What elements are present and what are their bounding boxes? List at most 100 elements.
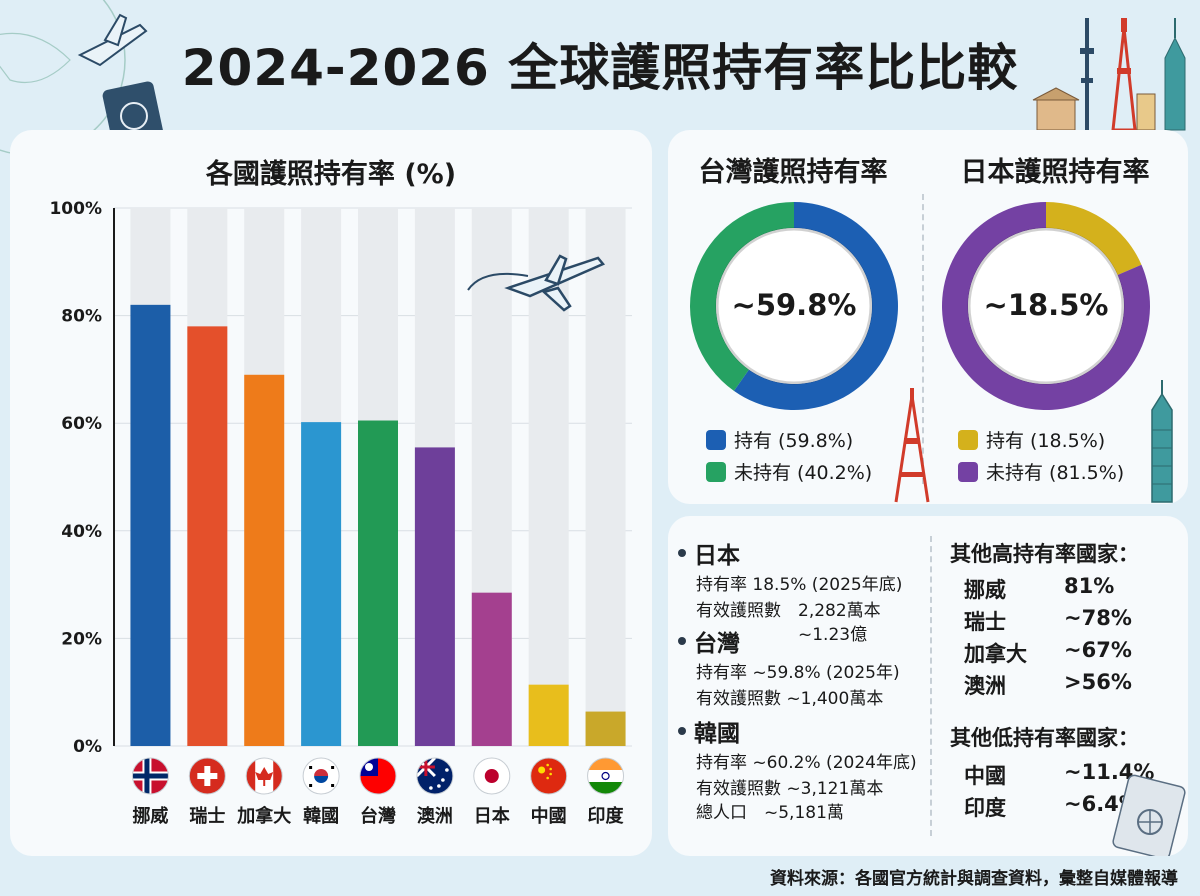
x-tick-label: 澳洲	[417, 805, 453, 827]
x-tick-label: 台灣	[360, 805, 396, 827]
bar-中國	[528, 684, 569, 746]
bar-韓國	[301, 422, 342, 746]
legend-swatch	[706, 461, 726, 482]
high-country-row: 挪威 81%	[964, 574, 1114, 604]
india-flag-icon	[587, 757, 625, 795]
japan-flag-icon	[473, 757, 511, 795]
bar-印度	[585, 711, 626, 746]
legend-label: 持有 (18.5%)	[986, 430, 1106, 452]
korea-heading: 韓國	[678, 714, 740, 748]
bar-澳洲	[414, 447, 455, 746]
airplane-icon	[467, 254, 606, 312]
bullet-icon	[678, 727, 686, 735]
taiwan-donut-slice	[689, 202, 794, 391]
page-title: 2024-2026 全球護照持有率比比較	[181, 39, 1019, 97]
taiwan-flag-icon	[359, 757, 397, 795]
switzerland-flag-icon	[188, 757, 226, 795]
korea-rate: 持有率 ~60.2% (2024年底)	[696, 753, 917, 773]
canada-flag-icon	[245, 757, 283, 795]
japan-passports: 有效護照數 2,282萬本	[696, 601, 881, 621]
legend-item: 未持有 (81.5%)	[958, 458, 1124, 485]
taiwan-passports: 有效護照數 ~1,400萬本	[696, 689, 884, 709]
country-value: >56%	[1064, 670, 1132, 694]
tokyo-tower-icon	[894, 388, 930, 503]
legend-swatch	[958, 461, 978, 482]
passport-icon	[1112, 774, 1186, 856]
y-tick-label: 60%	[61, 414, 102, 434]
y-tick-label: 40%	[61, 522, 102, 542]
japan-donut-slice	[1046, 202, 1142, 276]
japan-rate: 持有率 18.5% (2025年底)	[696, 575, 903, 595]
japan-heading: 日本	[678, 536, 740, 570]
high-country-row: 加拿大 ~67%	[964, 638, 1132, 668]
legend-item: 未持有 (40.2%)	[706, 458, 872, 485]
bar-track	[585, 208, 626, 746]
taipei-101-icon	[1151, 380, 1173, 503]
info-panel: 日本 持有率 18.5% (2025年底) 有效護照數 2,282萬本 ~1.2…	[668, 516, 1188, 856]
bar-chart: 0% 20% 40% 60% 80% 100% 挪威 瑞士 加拿大 韓國 台灣 澳洲 日本 中國 印度	[49, 199, 632, 827]
taiwan-donut-slice	[733, 202, 898, 410]
donut-charts	[689, 202, 1150, 410]
taiwan-heading: 台灣	[678, 624, 740, 658]
taiwan-rate: 持有率 ~59.8% (2025年)	[696, 663, 900, 683]
taiwan-name: 台灣	[694, 631, 740, 657]
divider	[930, 536, 932, 836]
x-tick-label: 印度	[588, 805, 625, 827]
donut-inner-ring	[967, 227, 1125, 385]
bar-chart-title: 各國護照持有率 (%)	[205, 159, 457, 190]
y-tick-label: 0%	[73, 737, 102, 757]
korea-flag-icon	[302, 757, 340, 795]
korea-name: 韓國	[694, 721, 740, 747]
high-countries-title: 其他高持有率國家：	[950, 542, 1139, 566]
country-name: 瑞士	[964, 610, 1006, 634]
x-tick-label: 韓國	[303, 805, 339, 827]
country-value: ~78%	[1064, 606, 1132, 630]
x-tick-label: 加拿大	[236, 805, 291, 827]
bar-瑞士	[187, 326, 228, 746]
australia-flag-icon	[416, 757, 454, 795]
china-flag-icon	[530, 757, 568, 795]
y-tick-label: 80%	[61, 307, 102, 327]
bullet-icon	[678, 637, 686, 645]
legend-item: 持有 (18.5%)	[958, 426, 1105, 453]
x-tick-label: 瑞士	[189, 806, 225, 827]
japan-name: 日本	[694, 543, 740, 569]
norway-flag-icon	[131, 757, 169, 795]
y-tick-label: 100%	[49, 199, 102, 219]
x-tick-label: 挪威	[132, 805, 168, 827]
donut-charts-panel: 台灣護照持有率 日本護照持有率 ~59.8% ~18.5% 持有 (59.8%)…	[668, 130, 1188, 504]
legend-swatch	[706, 429, 726, 450]
x-tick-label: 中國	[531, 805, 567, 827]
bar-日本	[471, 592, 512, 746]
country-name: 中國	[964, 764, 1006, 788]
landmarks-skyline-decoration	[1032, 18, 1186, 132]
high-country-row: 澳洲 >56%	[964, 670, 1132, 700]
divider	[922, 194, 924, 484]
bar-台灣	[358, 420, 398, 746]
source-note: 資料來源：各國官方統計與調查資料，彙整自媒體報導	[770, 869, 1178, 889]
country-name: 澳洲	[964, 674, 1006, 698]
taiwan-donut-center-label: ~59.8%	[731, 288, 857, 322]
korea-passports: 有效護照數 ~3,121萬本	[696, 779, 884, 799]
x-tick-label: 日本	[474, 805, 510, 827]
bar-chart-panel: 各國護照持有率 (%) 0% 20% 40% 60% 80% 100% 挪威 瑞士 加拿大 韓國台…	[10, 130, 652, 856]
country-name: 印度	[964, 796, 1006, 820]
japan-donut-center-label: ~18.5%	[983, 288, 1109, 322]
country-value: ~67%	[1064, 638, 1132, 662]
donut-hole	[968, 228, 1124, 384]
bar-挪威	[130, 304, 171, 746]
country-name: 加拿大	[964, 642, 1027, 666]
legend-label: 未持有 (40.2%)	[734, 462, 873, 484]
bar-加拿大	[244, 374, 285, 746]
low-countries-title: 其他低持有率國家：	[950, 726, 1139, 750]
taiwan-donut-title: 台灣護照持有率	[698, 157, 888, 188]
y-tick-label: 20%	[61, 629, 102, 649]
country-value: 81%	[1064, 574, 1115, 598]
legend-label: 持有 (59.8%)	[734, 430, 854, 452]
high-country-row: 瑞士 ~78%	[964, 606, 1132, 636]
legend-label: 未持有 (81.5%)	[986, 462, 1125, 484]
country-name: 挪威	[964, 578, 1006, 602]
japan-donut-title: 日本護照持有率	[960, 157, 1150, 188]
donut-hole	[716, 228, 872, 384]
japan-population: ~1.23億	[798, 625, 868, 645]
